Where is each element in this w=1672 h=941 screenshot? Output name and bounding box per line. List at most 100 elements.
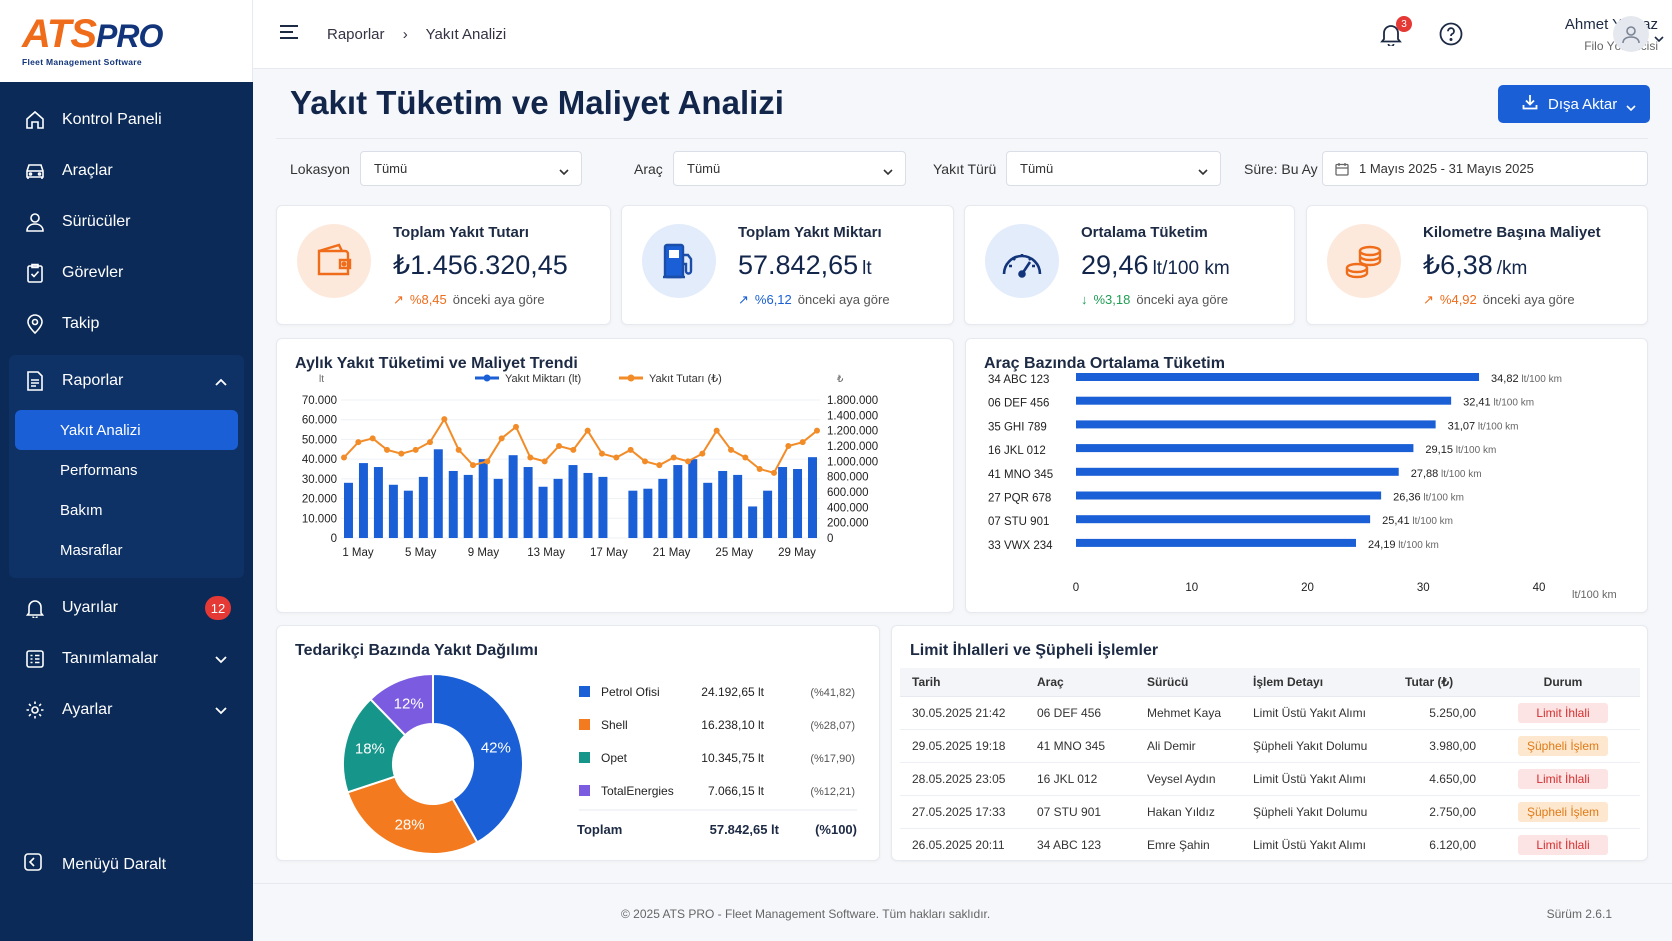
chevron-down-icon[interactable] [1626,99,1636,116]
y2-tick-label: 1.200.000 [827,426,878,438]
x-tick-label: 0 [1073,582,1079,594]
cell-date: 29.05.2025 19:18 [900,729,1025,763]
bar-value-unit: lt/100 km [1396,540,1439,551]
table-row[interactable]: 26.05.2025 20:11 34 ABC 123 Emre Şahin Limi… [900,828,1640,862]
table-row[interactable]: 28.05.2025 23:05 16 JKL 012 Veysel Aydın Li… [900,762,1640,796]
kpi-value-number: 57.842,65 [738,250,859,280]
vehicle-consumption-card: Araç Bazında Ortalama Tüketim 34 ABC 123… [965,338,1648,613]
line-point [398,450,405,457]
hamburger-menu-icon[interactable] [279,24,299,45]
table-row[interactable]: 30.05.2025 21:42 06 DEF 456 Mehmet Kaya Lim… [900,696,1640,730]
status-badge: Limit İhlali [1518,834,1608,855]
bar-category-label: 16 JKL 012 [988,445,1046,457]
line-point [355,439,362,446]
chevron-up-icon[interactable] [215,373,227,391]
chevron-down-icon[interactable] [215,702,227,720]
bar [1076,420,1436,429]
bar [778,467,788,538]
user-menu-chevron-icon[interactable] [1654,30,1664,48]
sidebar-item-label: Araçlar [62,161,113,179]
supplier-chart-title: Tedarikçi Bazında Yakıt Dağılımı [295,642,539,659]
export-button[interactable]: Dışa Aktar [1498,85,1650,123]
kpi-value: ₺1.456.320,45 [393,250,568,281]
sidebar-item-settings[interactable]: Ayarlar [0,684,253,735]
logo[interactable]: ATSPRO Fleet Management Software [0,0,253,82]
cell-detail: Şüpheli Yakıt Dolumu [1241,729,1393,763]
submenu-item-fuel-analysis[interactable]: Yakıt Analizi [15,410,238,450]
bar [643,488,653,538]
legend-value: 10.345,75 lt [701,751,764,765]
kpi-delta-text: önceki aya göre [1136,292,1229,307]
sidebar-item-drivers[interactable]: Sürücüler [0,196,253,247]
report-icon [24,370,46,392]
col-header-driver[interactable]: Sürücü [1135,668,1241,697]
kpi-card-total-cost: Toplam Yakıt Tutarı ₺1.456.320,45 ↗ %8,45… [276,205,611,325]
sidebar-item-vehicles[interactable]: Araçlar [0,145,253,196]
location-select-value: Tümü [374,161,408,176]
col-header-date[interactable]: Tarih [900,668,1025,697]
help-icon[interactable] [1439,22,1463,51]
line-point [556,443,562,449]
kpi-value-number: ₺1.456.320,45 [393,250,568,280]
avatar[interactable] [1613,16,1649,52]
sidebar-item-alerts[interactable]: Uyarılar 12 [0,582,253,633]
kpi-unit: /km [1496,258,1528,279]
kpi-delta-text: önceki aya göre [797,292,890,307]
legend-swatch-marker [483,374,491,382]
kpi-value: ₺6,38/km [1423,250,1527,281]
breadcrumb-item-reports[interactable]: Raporlar [327,26,385,43]
col-header-amount[interactable]: Tutar (₺) [1393,668,1486,697]
line-point [713,427,720,434]
location-select[interactable]: Tümü [360,151,582,186]
sidebar-item-reports[interactable]: Raporlar [9,355,244,406]
col-header-detail[interactable]: İşlem Detayı [1241,668,1393,697]
bar-value-label: 25,41 lt/100 km [1382,515,1453,527]
bar [508,455,518,538]
line-point [785,443,792,449]
notifications-bell-icon[interactable] [1380,22,1402,51]
table-row[interactable]: 29.05.2025 19:18 41 MNO 345 Ali Demir Şüphe… [900,729,1640,763]
bell-icon [24,597,46,619]
date-range-picker[interactable]: 1 Mayıs 2025 - 31 Mayıs 2025 [1322,151,1648,186]
collapse-menu-button[interactable]: Menüyü Daralt [24,853,166,876]
bar-value-label: 31,07 lt/100 km [1448,420,1519,432]
bar-value-unit: lt/100 km [1438,469,1481,480]
x-tick-label: 21 May [653,547,691,559]
sidebar-item-label: Takip [62,314,100,332]
bar-category-label: 27 PQR 678 [988,493,1051,505]
x-tick-label: 20 [1301,582,1314,594]
y-tick-label: 60.000 [302,415,337,427]
sidebar-item-definitions[interactable]: Tanımlamalar [0,633,253,684]
line-point [498,435,505,442]
bar [358,463,368,538]
kpi-delta-value: %3,18 [1093,292,1131,307]
table-header-row: Tarih Araç Sürücü İşlem Detayı Tutar (₺)… [900,668,1640,697]
col-header-status[interactable]: Durum [1486,668,1640,697]
submenu-item-expenses[interactable]: Masraflar [60,541,123,559]
y2-tick-label: 0 [827,533,833,545]
y2-tick-label: 200.000 [827,518,869,530]
col-header-vehicle[interactable]: Araç [1025,668,1135,697]
chevron-down-icon[interactable] [215,651,227,669]
sidebar-item-tasks[interactable]: Görevler [0,247,253,298]
sidebar-item-label: Raporlar [62,371,124,389]
legend-label: Yakıt Miktarı (lt) [505,373,581,385]
total-label: Toplam [577,822,622,837]
sidebar-item-label: Tanımlamalar [62,649,159,667]
sidebar-item-dashboard[interactable]: Kontrol Paneli [0,94,253,145]
fuel-type-select[interactable]: Tümü [1006,151,1221,186]
bar-value-unit: lt/100 km [1453,445,1496,456]
bar [1076,396,1452,405]
bar [1076,467,1399,476]
legend-percent: (%12,21) [810,786,855,798]
vehicle-select[interactable]: Tümü [673,151,906,186]
logo-ats: ATS [22,12,97,56]
line-point [369,435,376,442]
submenu-item-performance[interactable]: Performans [60,461,138,479]
bar [1076,491,1382,500]
line-point [756,466,763,472]
sidebar-item-tracking[interactable]: Takip [0,298,253,349]
y2-tick-label: 1.400.000 [827,410,878,422]
table-row[interactable]: 27.05.2025 17:33 07 STU 901 Hakan Yıldız Şü… [900,795,1640,829]
submenu-item-maintenance[interactable]: Bakım [60,501,103,519]
